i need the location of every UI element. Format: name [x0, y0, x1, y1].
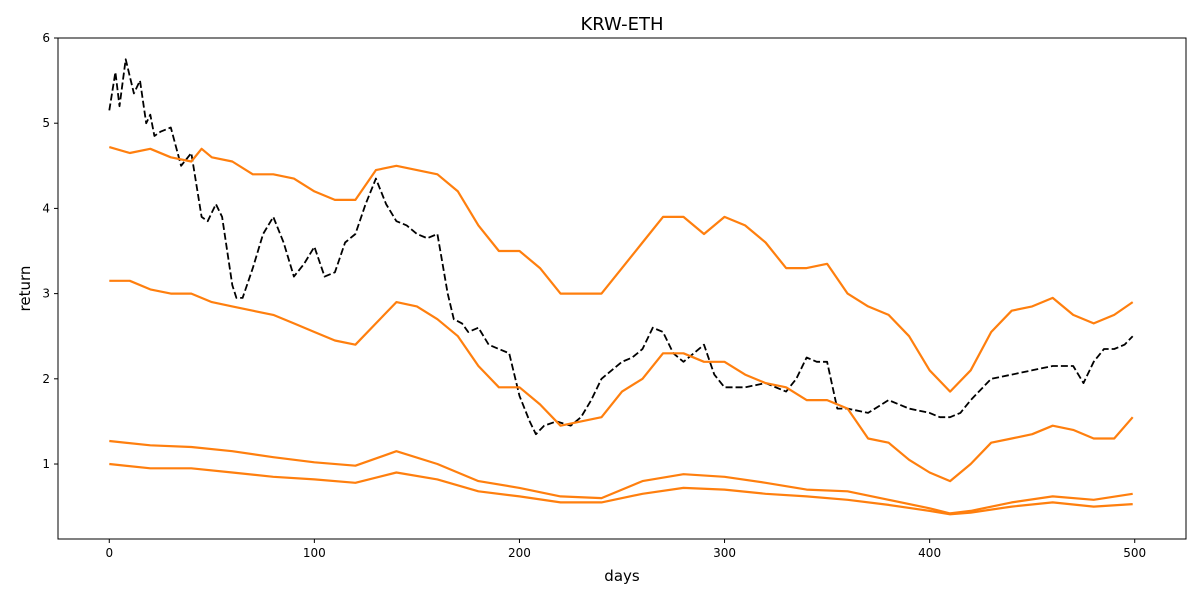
series-line-4	[109, 462, 1133, 516]
x-axis-label: days	[604, 567, 640, 585]
series-layer	[108, 58, 1134, 516]
y-axis-label: return	[16, 266, 34, 312]
plot-frame	[57, 37, 1187, 540]
chart-title: KRW-ETH	[580, 14, 663, 35]
series-line-2	[109, 279, 1134, 483]
y-tick-label: 3	[42, 287, 50, 301]
x-tick-label: 0	[105, 546, 113, 560]
x-tick-label: 200	[508, 546, 531, 560]
y-tick-label: 2	[42, 372, 50, 386]
y-tick-label: 4	[42, 201, 50, 215]
y-tick-label: 5	[42, 116, 50, 130]
y-axis: 1 2 3 4 5 6	[42, 31, 58, 471]
x-tick-label: 400	[918, 546, 941, 560]
x-tick-label: 100	[303, 546, 326, 560]
series-line-3	[109, 439, 1133, 515]
y-tick-label: 1	[42, 457, 50, 471]
dashed-series-line	[108, 58, 1134, 436]
x-tick-label: 300	[713, 546, 736, 560]
y-tick-label: 6	[42, 31, 50, 45]
series-line-1	[108, 146, 1134, 393]
x-axis: 0 100 200 300 400 500	[105, 539, 1146, 560]
x-tick-label: 500	[1123, 546, 1146, 560]
